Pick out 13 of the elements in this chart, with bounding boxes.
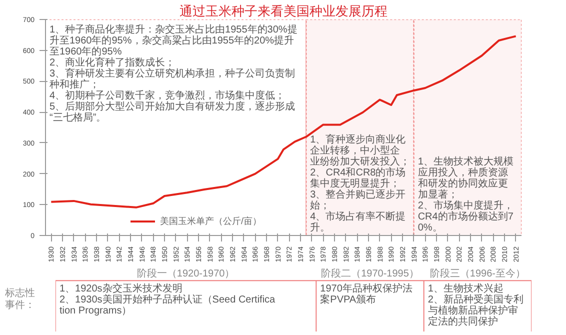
text: 1、1920s杂交玉米技术发明 2、1930s美国开始种子品种认证（Seed Certification Programs）	[60, 282, 276, 316]
text: 1、生物技术兴起 2、新品种受美国专利与植物新品种保护审定法的共同保护	[428, 282, 524, 328]
text: 阶段三（1996-至今）	[430, 268, 526, 280]
text: 阶段一（1920-1970）	[136, 268, 235, 280]
band-label: 1、生物技术被大规模应用投入，种质资源和研发的协同效应更加显著； 2、市场集中度提升，CR4的市场份额达到70%。	[418, 156, 514, 234]
text: 1、育种逐步向商业化企业转移，中小型企业纷纷加大研发投入； 2、CR4和CR8的市场集中度无明显提升； 3、整合并购已逐步开始； 4、市场占有率不断提升。	[310, 134, 410, 234]
text: 1、种子商品化率提升：杂交玉米占比由1955年的30%提升至1960年的95%，杂交高粱占比由1955年的20%提升至1960年的95% 2、商业化育种了指数成长； 3、育种研发主要有公立研究机构承担，种子公司负责制种和推广； 4、初期种子公司数千家，竞争激烈，市场集中度低； 5、后期部分大型公司开始加大自有研发力度，逐步形成“三七格局”。	[50, 24, 298, 124]
text: 标志性事件：	[5, 288, 35, 312]
legend-label: 美国玉米单产（公斤/亩）	[160, 214, 262, 228]
text: 阶段二（1970-1995）	[321, 268, 419, 280]
text: 1970年品种权保护法案PVPA颁布	[320, 282, 412, 306]
line-series	[50, 35, 517, 208]
chart-title: 通过玉米种子来看美国种业发展历程	[180, 4, 388, 18]
